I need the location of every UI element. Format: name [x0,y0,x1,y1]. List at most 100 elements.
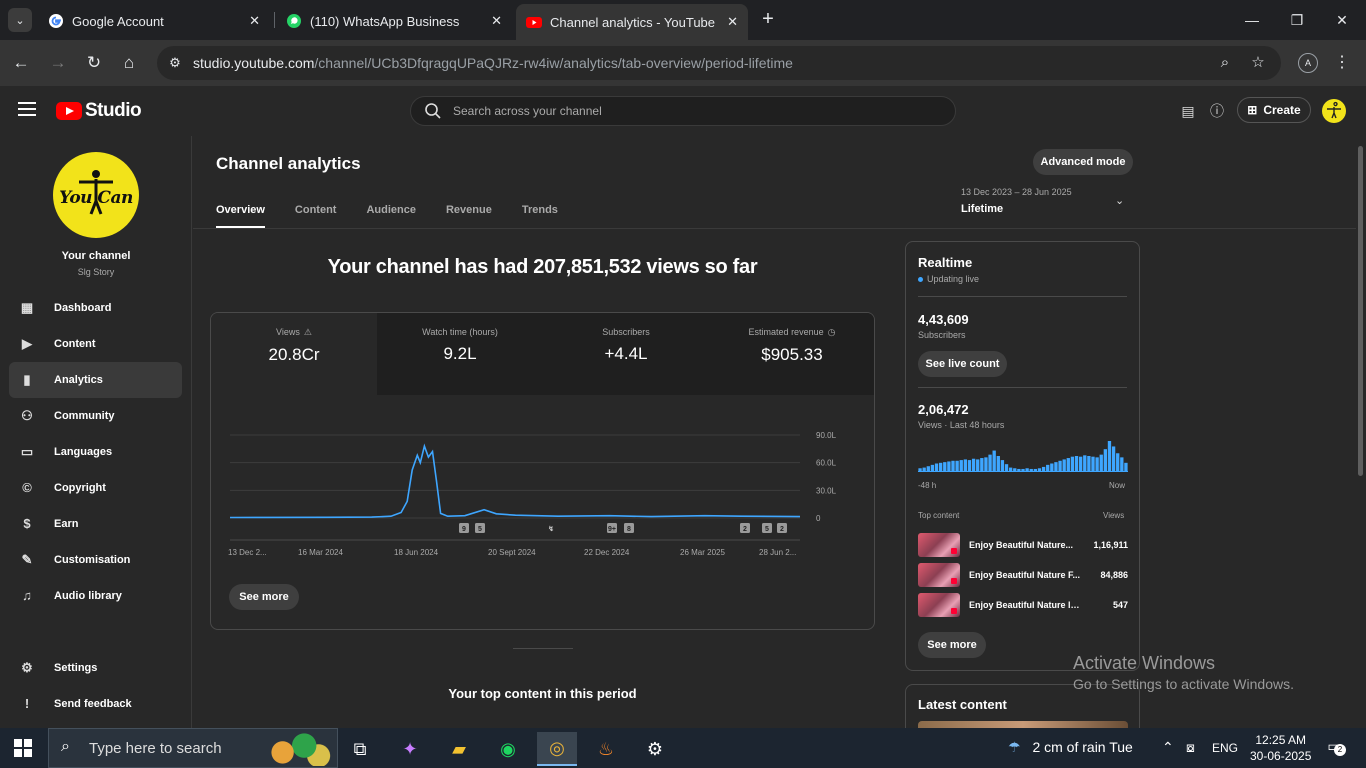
chart-annotation-marker [459,523,469,533]
top-content-row[interactable]: Enjoy Beautiful Nature... 1,16,911 [918,533,1128,557]
studio-logo[interactable]: Studio [56,100,142,122]
system-clock[interactable]: 12:25 AM 30-06-2025 [1250,732,1311,764]
sidebar-item-dashboard[interactable]: ▦ Dashboard [9,290,182,326]
windows-start-icon[interactable] [14,739,32,757]
sidebar-item-earn[interactable]: $ Earn [9,506,182,542]
url-text[interactable]: studio.youtube.com/channel/UCb3DfqragqUP… [193,55,793,71]
close-icon[interactable]: ✕ [727,14,738,29]
site-info-icon[interactable]: ⚙ [169,55,181,70]
scrollbar-thumb[interactable] [1358,146,1363,476]
search-input[interactable] [453,102,933,120]
menu-icon[interactable] [18,102,36,116]
whatsapp-icon [287,14,301,28]
realtime-bar [934,463,939,471]
taskbar-search[interactable]: ⌕ Type here to search [48,728,338,768]
bookmark-star-icon[interactable]: ☆ [1251,54,1265,71]
minimize-button[interactable]: — [1245,12,1259,28]
reload-button[interactable]: ↻ [86,53,102,72]
sidebar-item-customisation[interactable]: ✎ Customisation [9,542,182,578]
tab-overview[interactable]: Overview [216,204,265,228]
show-hidden-icons[interactable]: ⌃ [1162,739,1174,755]
spotify-icon[interactable]: ◉ [500,738,516,759]
device-icon[interactable]: ⧇ [1186,739,1195,755]
tab-search-button[interactable]: ⌄ [8,8,32,32]
see-more-button[interactable]: See more [229,584,299,610]
tab-trends[interactable]: Trends [521,204,558,216]
new-tab-button[interactable]: + [762,8,774,30]
realtime-bar [1091,456,1095,471]
metric-subscribers[interactable]: Subscribers +4.4L [543,313,709,395]
language-indicator[interactable]: ENG [1212,741,1239,755]
realtime-bar [1099,454,1103,471]
chrome-icon[interactable]: ◎ [537,732,577,766]
fl-studio-icon[interactable]: ♨ [597,738,615,759]
zoom-icon[interactable]: ⌕ [1220,54,1230,71]
channel-avatar[interactable]: You Can [53,152,139,238]
settings-app-icon[interactable]: ⚙ [646,738,664,759]
task-view-icon[interactable]: ⧉ [353,738,367,759]
account-avatar[interactable] [1322,99,1346,123]
sidebar-item-label: Languages [54,446,113,458]
subtitles-icon[interactable]: ▤ [1181,103,1195,119]
top-content-heading: Your top content in this period [448,686,637,701]
close-icon[interactable]: ✕ [491,13,502,28]
languages-icon: ▭ [20,444,34,459]
realtime-bar [988,454,992,471]
create-button[interactable]: ⊞ Create [1237,97,1311,123]
close-icon[interactable]: ✕ [249,13,260,28]
tab-channel-analytics[interactable]: Channel analytics - YouTube Studio ✕ [516,4,748,40]
views-line-chart[interactable]: 0 30.0L 60.0L 90.0L 9 5 ↯ 9+ 8 2 5 2 13 Dec 2... 16 M… [228,413,848,573]
tab-google-account[interactable]: Google Account ✕ [38,6,270,36]
metric-watch-time[interactable]: Watch time (hours) 9.2L [377,313,543,395]
browser-menu-icon[interactable]: ⋮ [1334,54,1350,71]
see-more-button[interactable]: See more [918,632,986,658]
create-label: Create [1263,103,1301,117]
forward-button[interactable]: → [49,53,67,72]
back-button[interactable]: ← [12,53,30,72]
sidebar-item-copyright[interactable]: © Copyright [9,470,182,506]
sidebar-item-languages[interactable]: ▭ Languages [9,434,182,470]
weather-widget[interactable]: ☂ 2 cm of rain Tue [1008,739,1133,756]
lifetime-views-headline: Your channel has had 207,851,532 views s… [327,256,758,278]
metric-views[interactable]: Views ⚠ 20.8Cr [211,313,377,395]
tab-revenue[interactable]: Revenue [445,204,492,216]
tab-audience[interactable]: Audience [366,204,416,216]
file-explorer-icon[interactable]: ▰ [452,738,466,759]
sidebar-item-analytics[interactable]: ▮ Analytics [9,362,182,398]
sidebar-item-send-feedback[interactable]: ! Send feedback [9,686,182,722]
realtime-bar [959,460,963,471]
latest-video-thumbnail[interactable] [918,721,1128,728]
tab-whatsapp-business[interactable]: (110) WhatsApp Business ✕ [276,6,512,36]
channel-search[interactable] [410,96,956,126]
chevron-down-icon[interactable]: ⌄ [1115,195,1125,207]
chart-y-tick-label: 30.0L [816,486,837,495]
analytics-main: Channel analytics Advanced mode Overview… [193,136,1356,728]
realtime-bar [1087,456,1091,471]
sidebar-item-settings[interactable]: ⚙ Settings [9,650,182,686]
video-views: 1,16,911 [1093,540,1128,550]
advanced-mode-button[interactable]: Advanced mode [1033,149,1133,175]
help-icon[interactable]: ⓘ [1210,103,1224,119]
chart-annotation-marker [475,523,485,533]
close-window-button[interactable]: ✕ [1336,12,1348,28]
profile-button[interactable]: A [1298,53,1318,73]
see-live-count-button[interactable]: See live count [918,351,1007,377]
address-bar[interactable]: ⚙ studio.youtube.com/channel/UCb3Dfqragq… [157,46,1281,80]
restore-button[interactable]: ❐ [1290,12,1304,28]
top-content-row[interactable]: Enjoy Beautiful Nature F... 84,886 [918,563,1128,587]
metric-estimated-revenue[interactable]: Estimated revenue ◷ $905.33 [709,313,874,395]
copilot-icon[interactable]: ✦ [402,738,418,759]
sidebar-item-audio-library[interactable]: ♫ Audio library [9,578,182,614]
home-button[interactable]: ⌂ [123,53,135,72]
date-range-dates: 13 Dec 2023 – 28 Jun 2025 [961,187,1072,197]
realtime-bar [955,460,959,471]
sidebar-item-content[interactable]: ▶ Content [9,326,182,362]
page-scrollbar[interactable] [1356,136,1366,728]
sidebar-item-community[interactable]: ⚇ Community [9,398,182,434]
realtime-bar [1037,468,1042,471]
realtime-views-bar-chart[interactable] [918,437,1128,472]
notification-center-icon[interactable]: ▭2 [1324,738,1346,758]
top-content-row[interactable]: Enjoy Beautiful Nature life ... 547 [918,593,1128,617]
date-range-picker[interactable]: 13 Dec 2023 – 28 Jun 2025 Lifetime [961,187,1072,215]
tab-content[interactable]: Content [294,204,337,216]
